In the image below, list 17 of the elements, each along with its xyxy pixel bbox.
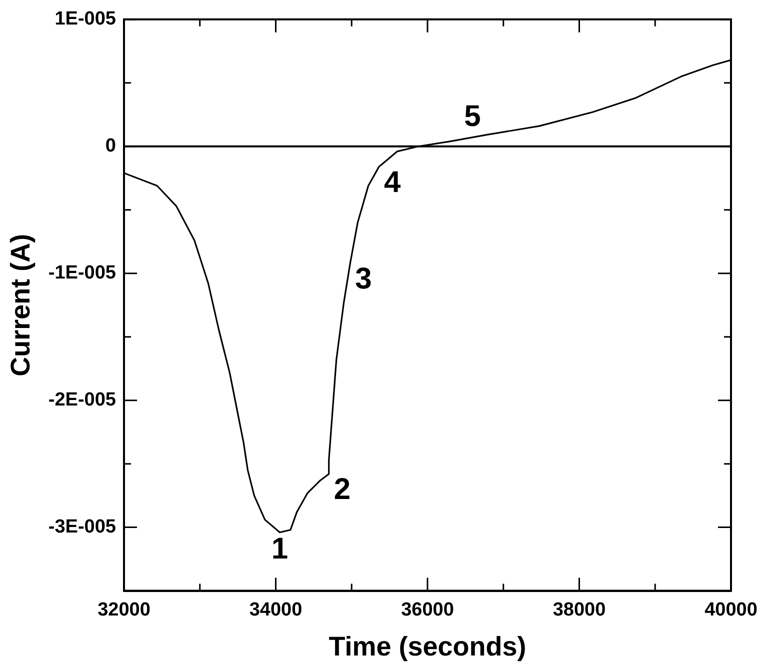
x-axis-title: Time (seconds) xyxy=(328,631,526,662)
annotation: 4 xyxy=(384,166,402,199)
y-tick-label: 1E-005 xyxy=(54,8,116,30)
x-tick-label: 38000 xyxy=(552,599,606,620)
y-tick-label: -2E-005 xyxy=(48,390,116,411)
x-tick-label: 32000 xyxy=(98,599,150,620)
y-axis-title: Current (A) xyxy=(6,234,36,376)
y-tick-label: -1E-005 xyxy=(48,262,116,284)
annotation: 5 xyxy=(464,100,481,134)
x-tick-label: 40000 xyxy=(704,599,758,620)
x-tick-label: 36000 xyxy=(401,599,454,620)
annotation: 2 xyxy=(334,473,351,506)
y-tick-label: 0 xyxy=(105,136,116,157)
y-tick-label: -3E-005 xyxy=(48,516,116,538)
x-tick-label: 34000 xyxy=(249,599,302,620)
annotation: 1 xyxy=(271,532,288,566)
annotation: 3 xyxy=(355,262,372,296)
